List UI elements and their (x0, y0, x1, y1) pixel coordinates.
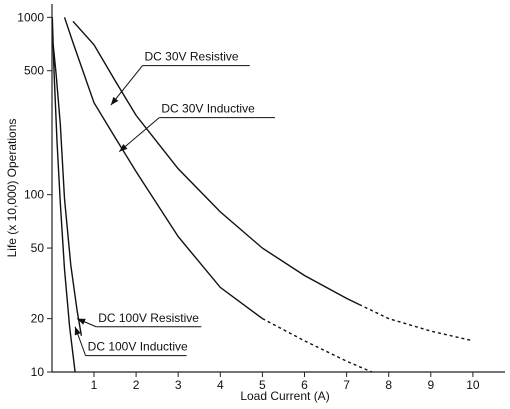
annotation-dc-30v-resistive: DC 30V Resistive (145, 50, 239, 64)
series-dc-100v-inductive-line (51, 17, 76, 373)
series-annotations: DC 30V Resistive DC 30V Inductive DC 100V … (74, 50, 276, 357)
x-tick-label: 10 (466, 378, 480, 392)
x-tick-label: 3 (175, 378, 182, 392)
series-dc-30v-inductive-line (63, 17, 263, 320)
y-tick-label: 10 (31, 365, 45, 379)
annotation-dc-100v-resistive: DC 100V Resistive (98, 311, 199, 325)
x-tick-label: 4 (217, 378, 224, 392)
annotation-leader-line (110, 65, 143, 106)
x-tick-label: 5 (259, 378, 266, 392)
x-tick-label: 8 (385, 378, 392, 392)
axes (51, 4, 505, 373)
x-axis-title: Load Current (A) (240, 389, 329, 403)
arrowhead-icon (119, 143, 128, 152)
y-axis-title: Life (x 10,000) Operations (5, 119, 19, 258)
series-dc-30v-resistive-extrapolated-line (358, 303, 474, 342)
y-ticks: 10 20 50 100 500 1000 (17, 10, 52, 379)
x-tick-label: 2 (133, 378, 140, 392)
y-tick-label: 100 (24, 188, 44, 202)
y-tick-label: 500 (24, 64, 44, 78)
x-tick-label: 9 (427, 378, 434, 392)
y-tick-label: 50 (31, 241, 45, 255)
x-ticks: 1 2 3 4 5 6 7 8 9 10 (91, 372, 480, 392)
annotation-leader-line (118, 117, 160, 152)
arrowhead-icon (110, 96, 119, 106)
annotation-dc-100v-inductive: DC 100V Inductive (88, 340, 188, 354)
x-tick-label: 1 (91, 378, 98, 392)
arrowhead-icon (77, 318, 86, 325)
y-tick-label: 1000 (17, 10, 44, 24)
annotation-dc-30v-inductive: DC 30V Inductive (161, 102, 255, 116)
y-tick-label: 20 (31, 312, 45, 326)
arrowhead-icon (74, 326, 81, 336)
series-dc-100v-resistive-line (52, 44, 83, 336)
x-tick-label: 7 (343, 378, 350, 392)
x-tick-label: 6 (301, 378, 308, 392)
series-dc-30v-resistive-line (72, 20, 360, 306)
curves (51, 17, 474, 373)
series-dc-30v-inductive-extrapolated-line (262, 317, 373, 373)
